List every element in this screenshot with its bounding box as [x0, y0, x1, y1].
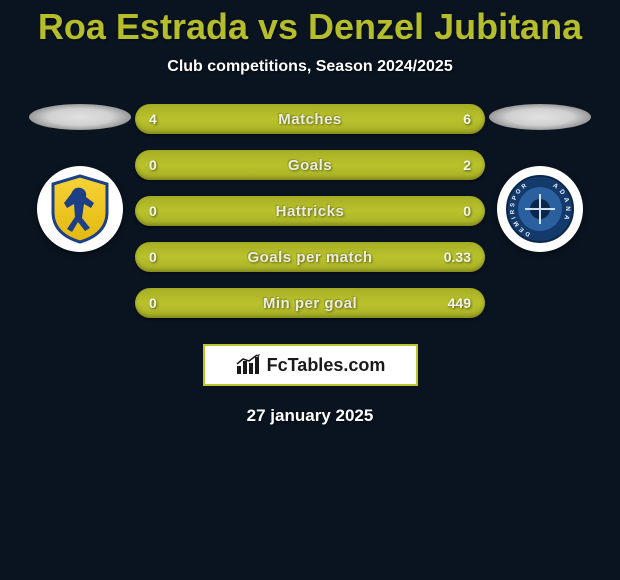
- player-right-silhouette: [489, 104, 591, 130]
- stat-row-min-per-goal: 0 Min per goal 449: [135, 288, 485, 318]
- stat-right-value: 449: [448, 295, 471, 311]
- stat-bars: 4 Matches 6 0 Goals 2 0 Hattricks 0 0 Go…: [135, 104, 485, 318]
- date-label: 27 january 2025: [0, 406, 620, 426]
- stat-right-value: 0: [463, 203, 471, 219]
- stat-row-hattricks: 0 Hattricks 0: [135, 196, 485, 226]
- player-right-col: A D A N A D E M I R S P O R: [485, 104, 595, 252]
- stat-row-matches: 4 Matches 6: [135, 104, 485, 134]
- player-left-col: [25, 104, 135, 252]
- stat-left-value: 0: [149, 203, 157, 219]
- brand-box[interactable]: FcTables.com: [203, 344, 418, 386]
- club-badge-left: [37, 166, 123, 252]
- stat-label: Min per goal: [263, 295, 357, 312]
- stat-label: Goals per match: [247, 249, 372, 266]
- stat-row-goals-per-match: 0 Goals per match 0.33: [135, 242, 485, 272]
- brand-text: FcTables.com: [267, 355, 386, 376]
- stat-left-value: 0: [149, 249, 157, 265]
- stat-label: Hattricks: [276, 203, 345, 220]
- stat-left-value: 0: [149, 295, 157, 311]
- stat-label: Matches: [278, 111, 342, 128]
- stat-right-value: 2: [463, 157, 471, 173]
- subtitle: Club competitions, Season 2024/2025: [0, 58, 620, 76]
- stat-left-value: 4: [149, 111, 157, 127]
- stat-left-value: 0: [149, 157, 157, 173]
- page-title: Roa Estrada vs Denzel Jubitana: [0, 0, 620, 48]
- player-left-silhouette: [29, 104, 131, 130]
- panaitolikos-icon: [49, 174, 111, 244]
- stat-row-goals: 0 Goals 2: [135, 150, 485, 180]
- stat-right-value: 0.33: [444, 249, 471, 265]
- comparison-arena: 4 Matches 6 0 Goals 2 0 Hattricks 0 0 Go…: [0, 104, 620, 318]
- adana-demirspor-icon: A D A N A D E M I R S P O R: [505, 174, 575, 244]
- bar-chart-icon: [235, 354, 261, 376]
- club-badge-right: A D A N A D E M I R S P O R: [497, 166, 583, 252]
- stat-label: Goals: [288, 157, 332, 174]
- stat-right-value: 6: [463, 111, 471, 127]
